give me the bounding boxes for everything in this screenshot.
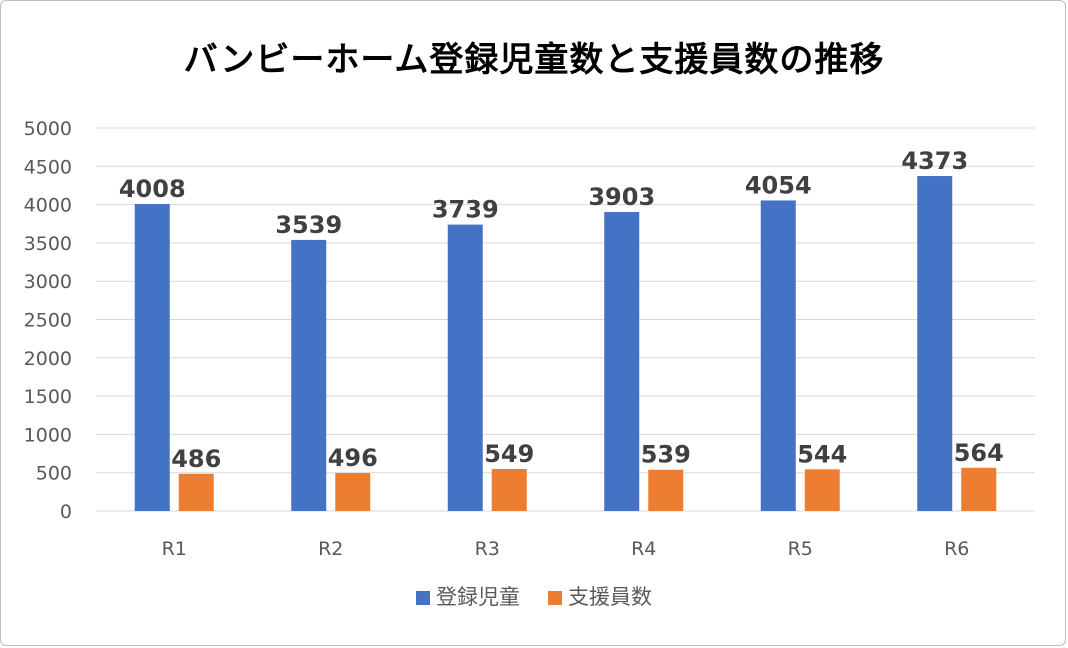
data-label-R6-0: 4373: [901, 147, 968, 175]
x-tick-label-R5: R5: [788, 538, 813, 560]
y-tick-label: 500: [36, 463, 72, 485]
data-label-R4-1: 539: [641, 441, 691, 469]
data-label-R3-0: 3739: [432, 196, 499, 224]
y-tick-label: 3500: [24, 233, 72, 255]
bar-R3-0: [447, 224, 483, 512]
bar-R5-0: [760, 200, 796, 511]
data-label-R2-0: 3539: [275, 211, 342, 239]
data-labels: 4008 486 3539 496 3739 549 3903 539 4054 544 4373 5…: [119, 147, 1004, 473]
data-label-R1-0: 4008: [119, 175, 186, 203]
legend-label-1: 支援員数: [568, 585, 652, 609]
x-axis: R1 R2 R3 R4 R5 R6: [162, 538, 970, 560]
bar-R4-0: [604, 212, 640, 511]
y-tick-label: 4500: [24, 156, 72, 178]
data-label-R3-1: 549: [484, 440, 534, 468]
gridlines: [96, 127, 1035, 512]
bar-R2-1: [335, 473, 371, 511]
bar-R3-1: [491, 468, 527, 511]
bar-R6-1: [961, 467, 997, 511]
legend-label-0: 登録児童: [436, 585, 520, 609]
y-tick-label: 2000: [24, 348, 72, 370]
bar-R5-1: [804, 469, 840, 511]
y-tick-label: 5000: [24, 118, 72, 140]
y-tick-label: 1500: [24, 386, 72, 408]
data-label-R1-1: 486: [171, 445, 221, 473]
x-tick-label-R2: R2: [318, 538, 343, 560]
y-tick-label: 0: [60, 501, 72, 523]
data-label-R4-0: 3903: [588, 183, 655, 211]
x-tick-label-R4: R4: [631, 538, 656, 560]
y-axis: 0 500 1000 1500 2000 2500 3000 3500 4000 4500 5000: [24, 118, 72, 523]
x-tick-label-R6: R6: [944, 538, 969, 560]
y-tick-label: 3000: [24, 271, 72, 293]
legend-swatch-0: [416, 591, 430, 605]
y-tick-label: 2500: [24, 310, 72, 332]
bars: [134, 176, 997, 512]
bar-R1-1: [178, 473, 214, 511]
bar-R4-1: [648, 469, 684, 511]
bar-R1-0: [134, 203, 170, 512]
chart-title: バンビーホーム登録児童数と支援員数の推移: [183, 40, 885, 80]
legend: 登録児童 支援員数: [416, 585, 652, 609]
y-tick-label: 1000: [24, 424, 72, 446]
data-label-R2-1: 496: [328, 444, 378, 472]
legend-swatch-1: [548, 591, 562, 605]
data-label-R5-0: 4054: [745, 171, 812, 199]
data-label-R6-1: 564: [954, 439, 1004, 467]
x-tick-label-R1: R1: [162, 538, 187, 560]
bar-R2-0: [291, 239, 327, 511]
bar-R6-0: [917, 176, 953, 511]
y-tick-label: 4000: [24, 195, 72, 217]
x-tick-label-R3: R3: [475, 538, 500, 560]
data-label-R5-1: 544: [797, 440, 847, 468]
